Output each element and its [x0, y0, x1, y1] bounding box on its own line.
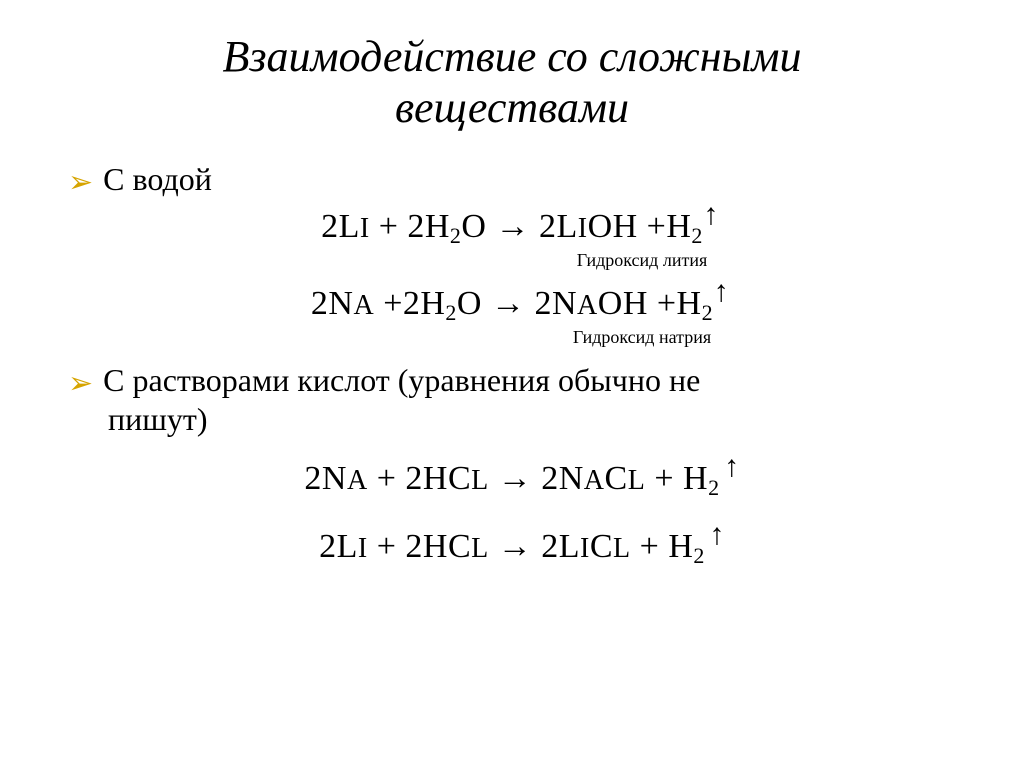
- bullet-water: ➢ С водой: [68, 161, 964, 198]
- eq2-s1: 2: [445, 300, 457, 325]
- eq1-p3: O → 2L: [461, 208, 577, 245]
- equation-2: 2NA +2H2O → 2NAOH +H2↑: [60, 285, 964, 323]
- caption-naoh: Гидроксид натрия: [60, 327, 964, 348]
- up-arrow-icon: ↑: [714, 275, 730, 309]
- eq3-text: 2NA + 2HCL → 2NACL + H2↑: [304, 460, 719, 498]
- eq2-p4: OH +H: [598, 285, 702, 322]
- eq4-li: I: [358, 533, 368, 564]
- eq4-li2: I: [580, 533, 590, 564]
- eq3-p3: → 2N: [489, 460, 584, 497]
- eq1-p1: 2L: [321, 208, 360, 245]
- eq4-s1: 2: [693, 543, 705, 568]
- bullet-icon: ➢: [68, 165, 93, 200]
- eq4-p4: C: [590, 528, 613, 565]
- bullet-icon: ➢: [68, 366, 93, 401]
- eq3-p2: + 2HC: [368, 460, 471, 497]
- eq2-p2: +2H: [374, 285, 445, 322]
- equation-4: 2LI + 2HCL → 2LICL + H2↑: [60, 528, 964, 566]
- equation-1: 2LI + 2H2O → 2LIOH +H2↑: [60, 208, 964, 246]
- eq4-p1: 2L: [319, 528, 358, 565]
- bullet-acids-line2: пишут): [108, 401, 208, 438]
- eq3-cl: L: [471, 465, 489, 496]
- eq4-p5: + H: [631, 528, 694, 565]
- title-line-2: веществами: [395, 83, 629, 132]
- bullet-acids-cont: пишут): [108, 401, 964, 438]
- eq3-cl2: L: [628, 465, 646, 496]
- eq2-text: 2NA +2H2O → 2NAOH +H2↑: [311, 285, 713, 323]
- up-arrow-icon: ↑: [703, 198, 719, 232]
- eq2-na2: A: [577, 290, 598, 321]
- up-arrow-icon: ↑: [724, 450, 740, 484]
- equation-3: 2NA + 2HCL → 2NACL + H2↑: [60, 460, 964, 498]
- eq3-na: A: [347, 465, 368, 496]
- bullet-water-text: С водой: [103, 161, 212, 198]
- eq1-s2: 2: [691, 223, 703, 248]
- eq2-s2: 2: [702, 300, 714, 325]
- up-arrow-icon: ↑: [709, 518, 725, 552]
- eq4-cl: L: [471, 533, 489, 564]
- eq3-s1: 2: [708, 475, 720, 500]
- eq2-p1: 2N: [311, 285, 354, 322]
- eq1-p4: OH +H: [588, 208, 692, 245]
- eq1-text: 2LI + 2H2O → 2LIOH +H2↑: [321, 208, 703, 246]
- eq3-p4: C: [605, 460, 628, 497]
- slide-title: Взаимодействие со сложными веществами: [60, 32, 964, 133]
- eq2-na: A: [353, 290, 374, 321]
- eq3-p5: + H: [645, 460, 708, 497]
- title-line-1: Взаимодействие со сложными: [222, 32, 801, 81]
- eq3-na2: A: [584, 465, 605, 496]
- eq4-p3: → 2L: [489, 528, 580, 565]
- eq4-p2: + 2HC: [368, 528, 471, 565]
- eq1-li: I: [360, 213, 370, 244]
- caption-lioh: Гидроксид лития: [60, 250, 964, 271]
- eq2-p3: O → 2N: [457, 285, 577, 322]
- bullet-acids: ➢ С растворами кислот (уравнения обычно …: [68, 362, 964, 399]
- eq1-p2: + 2H: [370, 208, 450, 245]
- eq3-p1: 2N: [304, 460, 347, 497]
- eq4-cl2: L: [613, 533, 631, 564]
- eq4-text: 2LI + 2HCL → 2LICL + H2↑: [319, 528, 705, 566]
- bullet-acids-line1: С растворами кислот (уравнения обычно не: [103, 362, 700, 399]
- eq1-li2: I: [578, 213, 588, 244]
- eq1-s1: 2: [450, 223, 462, 248]
